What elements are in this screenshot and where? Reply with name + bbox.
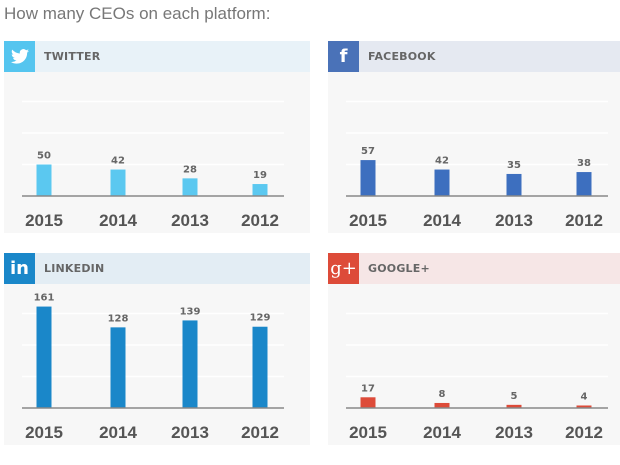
- year-label: 2013: [171, 211, 209, 230]
- bar-2014: [434, 169, 450, 196]
- year-label: 2013: [495, 211, 533, 230]
- platform-label: LINKEDIN: [44, 262, 105, 275]
- year-label: 2012: [241, 211, 279, 230]
- year-label: 2015: [25, 211, 63, 230]
- year-label: 2012: [565, 211, 603, 230]
- bar-2015: [360, 397, 376, 408]
- data-label: 42: [435, 156, 449, 167]
- facebook-chart: 57 2015 42 2014 35 2013 38 2012: [346, 100, 608, 230]
- year-label: 2012: [241, 423, 279, 442]
- facebook-icon: f: [328, 41, 359, 72]
- data-label: 139: [180, 306, 201, 317]
- data-label: 128: [108, 313, 129, 324]
- data-label: 161: [34, 293, 55, 304]
- bar-2013: [506, 173, 522, 196]
- bar-2015: [36, 306, 52, 408]
- google-plus-icon: g+: [328, 253, 359, 284]
- bar-2012: [252, 326, 268, 408]
- data-label: 129: [250, 313, 271, 324]
- bar-2015: [36, 164, 52, 196]
- bar-2014: [434, 402, 450, 408]
- year-label: 2013: [171, 423, 209, 442]
- data-label: 17: [361, 383, 375, 394]
- bar-2014: [110, 169, 126, 196]
- year-label: 2014: [423, 211, 461, 230]
- google-plus-chart: 17 2015 8 2014 5 2013 4 2012: [346, 312, 608, 442]
- platform-label: FACEBOOK: [368, 50, 436, 63]
- data-label: 28: [183, 164, 197, 175]
- linkedin-icon: in: [4, 253, 35, 284]
- bar-2013: [182, 320, 198, 408]
- google-plus-panel: g+ GOOGLE+ 17 2015 8 2014 5 2013 4 2012: [328, 253, 620, 445]
- year-label: 2014: [99, 423, 137, 442]
- linkedin-chart: 161 2015 128 2014 139 2013 129 2012: [22, 293, 284, 442]
- year-label: 2012: [565, 423, 603, 442]
- year-label: 2014: [99, 211, 137, 230]
- data-label: 4: [581, 391, 588, 402]
- year-label: 2015: [25, 423, 63, 442]
- bar-2012: [252, 184, 268, 196]
- bar-2014: [110, 327, 126, 408]
- google-plus-header: g+ GOOGLE+: [328, 253, 620, 284]
- year-label: 2015: [349, 423, 387, 442]
- data-label: 19: [253, 170, 267, 181]
- facebook-panel: f FACEBOOK 57 2015 42 2014 35 2013 38 2012: [328, 41, 620, 233]
- page-title: How many CEOs on each platform:: [4, 4, 271, 23]
- platform-label: TWITTER: [44, 50, 101, 63]
- linkedin-panel: in LINKEDIN 161 2015 128 2014 139 2013 129 2012: [4, 253, 310, 445]
- data-label: 50: [37, 151, 51, 162]
- twitter-chart: 50 2015 42 2014 28 2013 19 2012: [22, 100, 284, 230]
- bar-2015: [360, 160, 376, 196]
- year-label: 2013: [495, 423, 533, 442]
- data-label: 57: [361, 146, 375, 157]
- data-label: 35: [507, 160, 521, 171]
- data-label: 5: [511, 391, 518, 402]
- twitter-panel: TWITTER 50 2015 42 2014 28 2013 19 2012: [4, 41, 310, 233]
- data-label: 42: [111, 156, 125, 167]
- data-label: 38: [577, 158, 591, 169]
- linkedin-header: in LINKEDIN: [4, 253, 310, 284]
- bar-2013: [506, 404, 522, 408]
- facebook-header: f FACEBOOK: [328, 41, 620, 72]
- data-label: 8: [439, 389, 446, 400]
- bar-2013: [182, 178, 198, 196]
- bar-2012: [576, 172, 592, 196]
- platform-label: GOOGLE+: [368, 262, 430, 275]
- twitter-header: TWITTER: [4, 41, 310, 72]
- bar-2012: [576, 405, 592, 408]
- year-label: 2015: [349, 211, 387, 230]
- twitter-bird-icon: [4, 41, 35, 72]
- year-label: 2014: [423, 423, 461, 442]
